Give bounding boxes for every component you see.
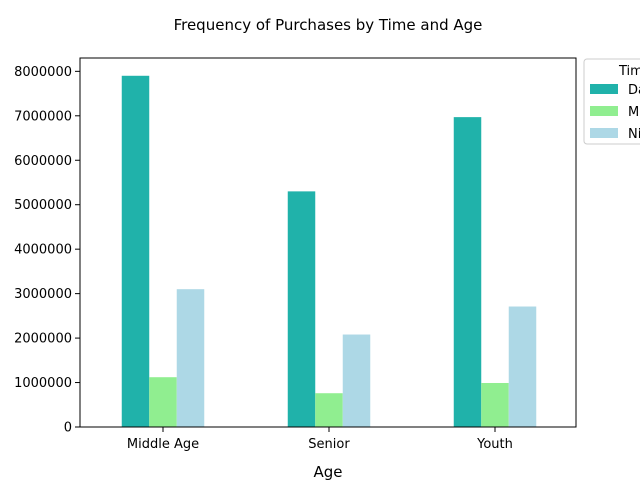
- legend-title: Tim: [618, 64, 640, 79]
- legend-swatch: [590, 84, 618, 94]
- legend-box: [583, 58, 640, 145]
- y-tick-label: 7000000: [14, 109, 72, 124]
- x-tick-label: Senior: [308, 437, 350, 452]
- bar-da-middle-age: [121, 75, 150, 427]
- legend: Tim Da M Ni: [583, 58, 640, 145]
- bar-ni-middle-age: [176, 289, 205, 427]
- x-axis: Middle Age Senior Youth: [127, 427, 513, 452]
- x-axis-label: Age: [313, 463, 342, 480]
- y-tick-label: 8000000: [14, 65, 72, 80]
- x-tick-label: Youth: [476, 437, 513, 452]
- y-tick-label: 6000000: [14, 154, 72, 169]
- legend-label: Ni: [628, 127, 640, 142]
- y-tick-label: 2000000: [14, 332, 72, 347]
- y-tick-label: 1000000: [14, 376, 72, 391]
- bars-group: [121, 75, 537, 428]
- bar-da-senior: [287, 191, 316, 427]
- bar-ni-senior: [342, 334, 371, 427]
- legend-swatch: [590, 106, 618, 116]
- x-tick-label: Middle Age: [127, 437, 199, 452]
- bar-ni-youth: [508, 306, 537, 427]
- y-tick-label: 0: [64, 421, 72, 436]
- bar-m-senior: [315, 393, 343, 427]
- y-tick-label: 4000000: [14, 243, 72, 258]
- bar-m-youth: [481, 382, 509, 427]
- legend-label: Da: [628, 83, 640, 98]
- bar-m-middle-age: [149, 377, 177, 427]
- plot-frame: [79, 57, 577, 428]
- legend-swatch: [590, 128, 618, 138]
- legend-label: M: [628, 105, 639, 120]
- chart-title: Frequency of Purchases by Time and Age: [174, 16, 483, 34]
- plot-area: [79, 57, 577, 428]
- y-tick-label: 5000000: [14, 198, 72, 213]
- y-tick-label: 3000000: [14, 287, 72, 302]
- y-axis: 0 1000000 2000000 3000000 4000000 5000000 6000…: [14, 65, 80, 436]
- bar-da-youth: [453, 117, 482, 428]
- legend-items: Da M Ni: [590, 83, 640, 142]
